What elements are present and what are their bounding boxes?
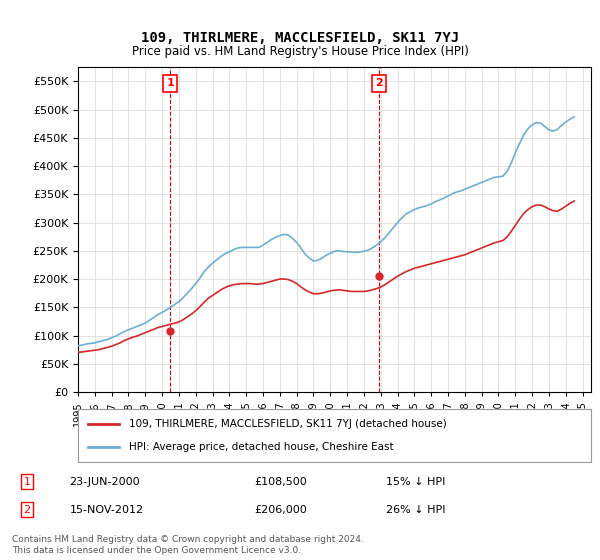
Text: 109, THIRLMERE, MACCLESFIELD, SK11 7YJ (detached house): 109, THIRLMERE, MACCLESFIELD, SK11 7YJ (… <box>130 419 447 429</box>
Text: Contains HM Land Registry data © Crown copyright and database right 2024.: Contains HM Land Registry data © Crown c… <box>12 535 364 544</box>
Text: 2: 2 <box>23 505 31 515</box>
Text: 1: 1 <box>166 78 174 88</box>
Text: 1: 1 <box>23 477 31 487</box>
Text: £206,000: £206,000 <box>254 505 307 515</box>
Text: 26% ↓ HPI: 26% ↓ HPI <box>386 505 446 515</box>
Text: 2: 2 <box>375 78 383 88</box>
Text: Price paid vs. HM Land Registry's House Price Index (HPI): Price paid vs. HM Land Registry's House … <box>131 45 469 58</box>
Text: £108,500: £108,500 <box>254 477 307 487</box>
Text: 15-NOV-2012: 15-NOV-2012 <box>70 505 144 515</box>
Text: 109, THIRLMERE, MACCLESFIELD, SK11 7YJ: 109, THIRLMERE, MACCLESFIELD, SK11 7YJ <box>141 31 459 45</box>
Text: 15% ↓ HPI: 15% ↓ HPI <box>386 477 446 487</box>
Text: 23-JUN-2000: 23-JUN-2000 <box>70 477 140 487</box>
Text: HPI: Average price, detached house, Cheshire East: HPI: Average price, detached house, Ches… <box>130 442 394 452</box>
FancyBboxPatch shape <box>78 409 591 462</box>
Text: This data is licensed under the Open Government Licence v3.0.: This data is licensed under the Open Gov… <box>12 546 301 555</box>
